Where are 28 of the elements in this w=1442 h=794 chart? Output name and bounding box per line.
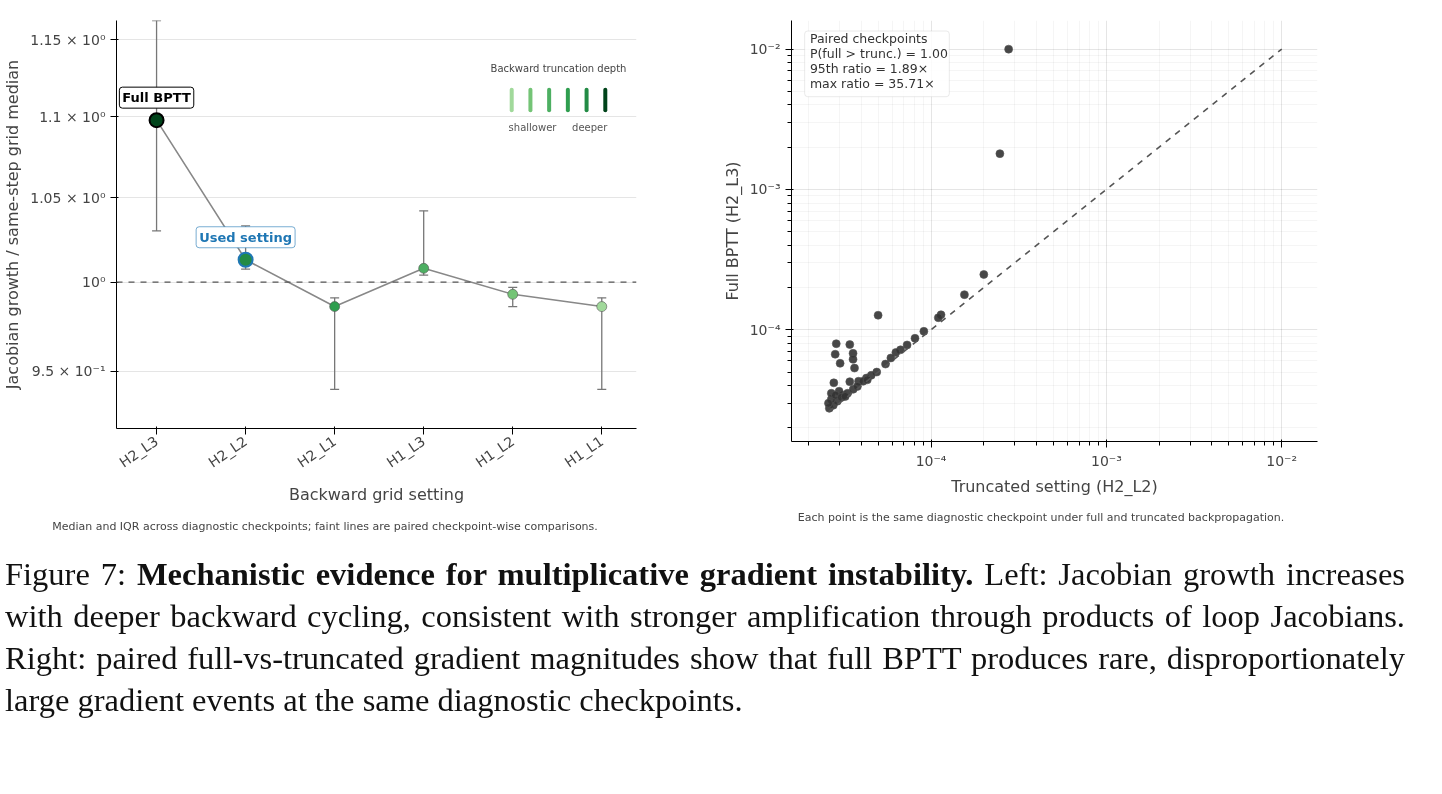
y-tick-label: 9.5 × 10⁻¹ <box>31 363 106 380</box>
text: Each point is the same diagnostic checkpoint under full and truncated backpropagation. <box>797 510 1285 526</box>
annotation: Full BPTT <box>122 90 191 106</box>
annotation: P(full > trunc.) = 1.00 <box>809 45 948 61</box>
text: Mechanistic evidence for multiplicative gradient instability. <box>136 555 974 592</box>
y-tick-label: 10⁻⁴ <box>749 321 781 338</box>
y-tick-label: 1.1 × 10⁰ <box>39 109 106 125</box>
x-tick-label: 10⁻³ <box>1090 452 1122 469</box>
x-tick-label: 10⁻⁴ <box>915 452 947 469</box>
y-tick-label: 1.15 × 10⁰ <box>30 31 106 48</box>
y-tick-label: 10⁻² <box>749 41 781 58</box>
x-axis-title: Backward grid setting <box>288 485 465 505</box>
text: Median and IQR across diagnostic checkpoints; faint lines are paired checkpoint-wise comparisons. <box>52 519 598 535</box>
caption: Figure 7: <box>5 555 127 592</box>
y-axis-title: Full BPTT (H2_L3) <box>722 161 743 301</box>
annotation: 95th ratio = 1.89× <box>809 61 929 77</box>
y-axis-title: Jacobian growth / same-step grid median <box>3 59 23 391</box>
annotation: shallower <box>508 121 558 133</box>
annotation: max ratio = 35.71× <box>809 76 935 92</box>
legend-title: Backward truncation depth <box>490 62 627 74</box>
annotation: Paired checkpoints <box>809 30 928 46</box>
y-tick-label: 1.05 × 10⁰ <box>30 189 106 206</box>
annotation: Used setting <box>199 229 293 245</box>
x-tick-label: 10⁻² <box>1266 452 1298 469</box>
annotation: deeper <box>572 121 609 133</box>
x-axis-title: Truncated setting (H2_L2) <box>950 476 1158 497</box>
y-tick-label: 10⁰ <box>82 274 106 291</box>
y-tick-label: 10⁻³ <box>749 181 781 198</box>
